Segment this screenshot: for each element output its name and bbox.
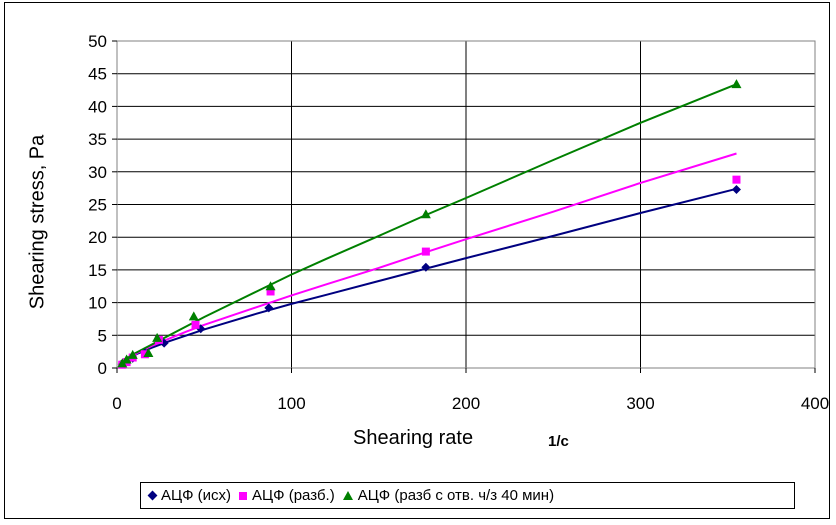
series-2-point [191,320,200,329]
legend-label: АЦФ (исх) [161,487,232,504]
series-3-point [188,311,199,321]
series-3-point [143,347,154,357]
triangle-marker-icon [342,491,353,500]
legend-item-series-2: АЦФ (разб.) [239,487,335,504]
y-tick-label: 15 [88,261,107,280]
series-1-trendline [119,187,737,364]
y-tick-label: 25 [88,196,107,215]
x-tick-label: 100 [277,394,305,413]
series-1-point [421,262,431,272]
series-1-point [731,184,741,194]
y-tick-label: 20 [88,228,107,247]
x-tick-label: 400 [801,394,829,413]
legend-label: АЦФ (разб.) [252,487,335,504]
y-tick-label: 45 [88,65,107,84]
series-3-point [265,281,276,291]
chart-legend: АЦФ (исх) АЦФ (разб.) АЦФ (разб с отв. ч… [140,482,795,509]
series-3-point [121,354,132,364]
y-tick-label: 40 [88,97,107,116]
y-tick-label: 0 [98,359,107,378]
x-axis-label: Shearing rate [353,427,474,449]
legend-label: АЦФ (разб с отв. ч/з 40 мин) [357,487,555,504]
series-1-point [264,303,274,313]
series-2-point [421,247,430,256]
series-3-point [420,209,431,219]
y-tick-label: 50 [88,32,107,51]
series-3-point [152,332,163,342]
series-2-point [732,175,741,184]
x-tick-label: 200 [452,394,480,413]
x-tick-label: 0 [112,394,121,413]
y-tick-label: 10 [88,294,107,313]
series-3-point [127,349,138,359]
legend-item-series-1: АЦФ (исх) [147,487,232,504]
x-tick-label: 300 [626,394,654,413]
legend-item-series-3: АЦФ (разб с отв. ч/з 40 мин) [342,487,555,504]
x-axis-unit: 1/c [548,433,569,450]
series-2-point [266,287,275,296]
square-marker-icon [239,491,248,500]
y-tick-label: 5 [98,326,107,345]
series-3-point [731,79,742,89]
y-tick-label: 30 [88,163,107,182]
y-tick-label: 35 [88,130,107,149]
diamond-marker-icon [147,490,158,501]
